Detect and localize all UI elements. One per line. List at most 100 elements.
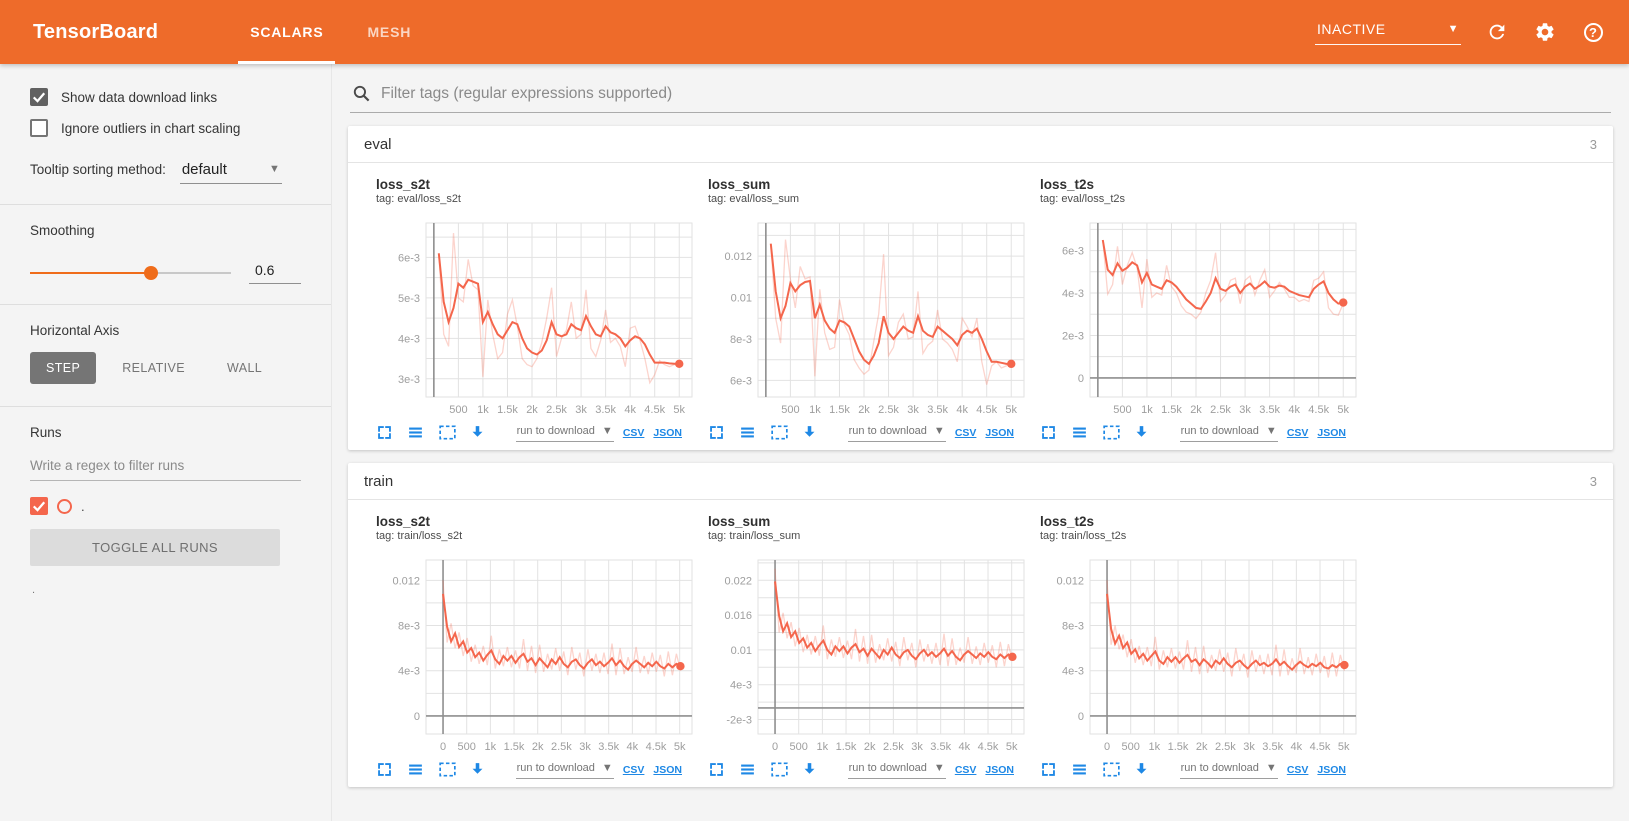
divider — [0, 204, 331, 205]
svg-text:1.5k: 1.5k — [1161, 404, 1182, 416]
csv-download-link[interactable]: CSV — [954, 426, 977, 439]
smoothing-label: Smoothing — [30, 223, 95, 238]
settings-button[interactable] — [1533, 20, 1557, 44]
app-title: TensorBoard — [33, 20, 159, 43]
csv-download-link[interactable]: CSV — [622, 763, 645, 776]
fit-domain-button[interactable] — [438, 761, 456, 779]
scalar-chart[interactable]: 3e-3 4e-3 5e-3 6e-3 500 1k 1.5k 2k 2.5k 3k 3.5k 4k 4… — [376, 215, 706, 423]
download-chart-button[interactable] — [469, 424, 487, 442]
expand-chart-button[interactable] — [1040, 761, 1058, 779]
chart-tag: tag: eval/loss_t2s — [1040, 193, 1125, 205]
runs-filter-input[interactable] — [30, 454, 301, 481]
expand-chart-button[interactable] — [1040, 424, 1058, 442]
run-to-download-label: run to download — [516, 425, 595, 437]
run-to-download-select[interactable]: run to download ▼ — [847, 760, 946, 779]
svg-text:2.5k: 2.5k — [546, 404, 567, 416]
show-data-download-links-checkbox[interactable]: Show data download links — [30, 88, 301, 106]
download-chart-button[interactable] — [469, 761, 487, 779]
download-chart-button[interactable] — [801, 424, 819, 442]
axis-option-relative[interactable]: RELATIVE — [122, 361, 185, 375]
refresh-button[interactable] — [1485, 20, 1509, 44]
tab-bar: SCALARS MESH — [228, 0, 433, 64]
horizontal-axis-label: Horizontal Axis — [30, 323, 120, 338]
chart-title: loss_sum — [708, 514, 771, 529]
tooltip-sorting-select[interactable]: default ▼ — [179, 161, 282, 184]
scalar-chart[interactable]: 0 4e-3 8e-3 0.012 0 500 1k 1.5k 2k 2.5k 3k 3.5k 4k 4.… — [1040, 552, 1370, 760]
fit-domain-button[interactable] — [438, 424, 456, 442]
download-chart-button[interactable] — [801, 761, 819, 779]
toggle-all-runs-button[interactable]: TOGGLE ALL RUNS — [30, 529, 280, 566]
log-scale-toggle-button[interactable] — [1071, 424, 1089, 442]
expand-chart-button[interactable] — [708, 424, 726, 442]
divider — [0, 304, 331, 305]
log-scale-toggle-button[interactable] — [1071, 761, 1089, 779]
log-scale-toggle-button[interactable] — [407, 424, 425, 442]
json-download-link[interactable]: JSON — [985, 426, 1014, 439]
tab-scalars[interactable]: SCALARS — [228, 0, 345, 64]
json-download-link[interactable]: JSON — [1317, 763, 1346, 776]
run-to-download-select[interactable]: run to download ▼ — [515, 760, 614, 779]
filter-tags-input[interactable] — [381, 84, 1609, 103]
chart-tile: loss_s2t tag: train/loss_s2t 0 4e-3 8e-3 0.… — [376, 514, 708, 779]
run-to-download-select[interactable]: run to download ▼ — [1179, 423, 1278, 442]
scalar-chart[interactable]: 0 2e-3 4e-3 6e-3 500 1k 1.5k 2k 2.5k 3k 3.5k 4k 4.5k… — [1040, 215, 1370, 423]
csv-download-link[interactable]: CSV — [622, 426, 645, 439]
fit-domain-button[interactable] — [1102, 424, 1120, 442]
svg-text:3.5k: 3.5k — [595, 404, 616, 416]
chart-tile: loss_sum tag: train/loss_sum -2e-3 4e-3 0.… — [708, 514, 1040, 779]
json-download-link[interactable]: JSON — [653, 426, 682, 439]
svg-text:5k: 5k — [1337, 404, 1349, 416]
chart-title: loss_t2s — [1040, 177, 1095, 192]
download-icon — [1136, 425, 1147, 437]
checkbox-icon — [30, 119, 48, 137]
axis-option-step[interactable]: STEP — [30, 352, 97, 384]
help-button[interactable]: ? — [1581, 20, 1605, 44]
run-to-download-select[interactable]: run to download ▼ — [1179, 760, 1278, 779]
run-to-download-select[interactable]: run to download ▼ — [847, 423, 946, 442]
tooltip-sorting-value: default — [181, 161, 227, 178]
reload-status-dropdown[interactable]: INACTIVE ▼ — [1315, 19, 1461, 45]
ignore-outliers-checkbox[interactable]: Ignore outliers in chart scaling — [30, 119, 301, 137]
scalar-chart[interactable]: -2e-3 4e-3 0.01 0.016 0.022 0 500 1k 1.5k 2k 2.5k 3… — [708, 552, 1038, 760]
svg-text:1k: 1k — [809, 404, 821, 416]
svg-text:0: 0 — [414, 711, 420, 723]
expand-chart-button[interactable] — [376, 761, 394, 779]
log-scale-toggle-button[interactable] — [407, 761, 425, 779]
expand-icon — [710, 762, 723, 776]
fit-domain-button[interactable] — [770, 424, 788, 442]
svg-text:2k: 2k — [532, 741, 544, 753]
run-to-download-select[interactable]: run to download ▼ — [515, 423, 614, 442]
section-header-eval[interactable]: eval 3 — [348, 126, 1613, 163]
download-chart-button[interactable] — [1133, 761, 1151, 779]
chart-tag: tag: eval/loss_sum — [708, 193, 800, 205]
download-chart-button[interactable] — [1133, 424, 1151, 442]
json-download-link[interactable]: JSON — [653, 763, 682, 776]
expand-chart-button[interactable] — [708, 761, 726, 779]
tooltip-sorting-label: Tooltip sorting method: — [30, 162, 166, 177]
json-download-link[interactable]: JSON — [985, 763, 1014, 776]
run-list-item[interactable]: . — [30, 497, 301, 515]
fit-domain-button[interactable] — [1102, 761, 1120, 779]
log-scale-toggle-button[interactable] — [739, 424, 757, 442]
smoothing-value[interactable]: 0.6 — [249, 262, 301, 284]
expand-icon — [378, 762, 391, 776]
log-scale-toggle-button[interactable] — [739, 761, 757, 779]
scalar-chart[interactable]: 6e-3 8e-3 0.01 0.012 500 1k 1.5k 2k 2.5k 3k 3.5k 4k… — [708, 215, 1038, 423]
smoothing-slider-thumb[interactable] — [143, 266, 158, 280]
section-title: train — [364, 472, 394, 490]
section-header-train[interactable]: train 3 — [348, 463, 1613, 500]
smoothing-slider[interactable] — [30, 266, 231, 280]
scalar-chart[interactable]: 0 4e-3 8e-3 0.012 0 500 1k 1.5k 2k 2.5k 3k 3.5k 4k 4.… — [376, 552, 706, 760]
svg-text:6e-3: 6e-3 — [398, 252, 420, 264]
run-checkbox-icon[interactable] — [30, 497, 48, 515]
svg-text:1.5k: 1.5k — [1168, 741, 1189, 753]
csv-download-link[interactable]: CSV — [1286, 763, 1309, 776]
json-download-link[interactable]: JSON — [1317, 426, 1346, 439]
axis-option-wall[interactable]: WALL — [226, 361, 263, 375]
fit-domain-button[interactable] — [770, 761, 788, 779]
csv-download-link[interactable]: CSV — [1286, 426, 1309, 439]
csv-download-link[interactable]: CSV — [954, 763, 977, 776]
download-icon — [472, 762, 483, 774]
expand-chart-button[interactable] — [376, 424, 394, 442]
tab-mesh[interactable]: MESH — [367, 24, 412, 40]
